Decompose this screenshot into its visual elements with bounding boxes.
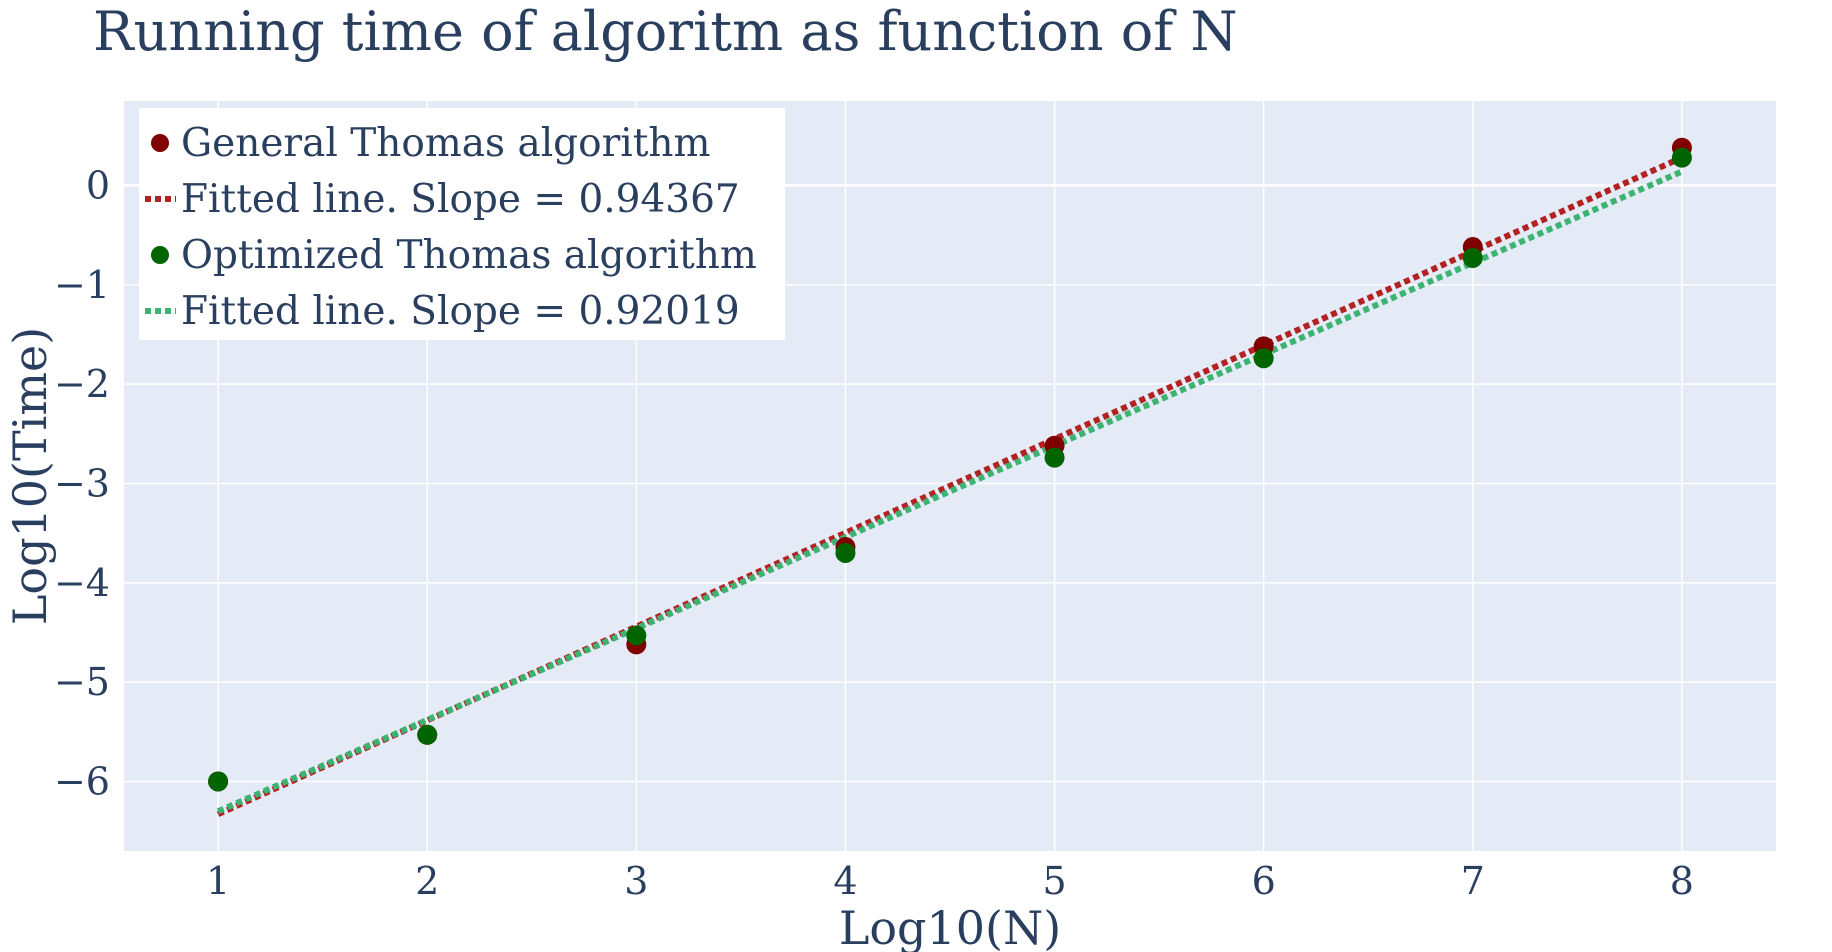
legend-item[interactable]: General Thomas algorithm bbox=[151, 121, 711, 166]
y-tick-label: −6 bbox=[54, 759, 110, 803]
x-tick-label: 2 bbox=[415, 859, 439, 903]
legend-box bbox=[139, 108, 785, 340]
y-tick-label: 0 bbox=[86, 163, 110, 207]
chart-title: Running time of algoritm as function of … bbox=[93, 0, 1238, 63]
data-point-series-2 bbox=[626, 625, 647, 646]
data-point-series-2 bbox=[1253, 348, 1274, 369]
legend-marker-swatch bbox=[151, 134, 169, 152]
y-tick-label: −3 bbox=[54, 461, 110, 505]
x-tick-label: 8 bbox=[1670, 859, 1694, 903]
data-markers bbox=[208, 137, 1692, 792]
data-point-series-2 bbox=[417, 724, 438, 745]
data-point-series-2 bbox=[1462, 247, 1483, 268]
x-tick-label: 7 bbox=[1461, 859, 1485, 903]
x-tick-label: 5 bbox=[1042, 859, 1066, 903]
data-point-series-2 bbox=[208, 771, 229, 792]
legend-item[interactable]: Fitted line. Slope = 0.94367 bbox=[145, 177, 740, 222]
legend-item[interactable]: Fitted line. Slope = 0.92019 bbox=[145, 289, 740, 334]
x-axis-label: Log10(N) bbox=[839, 901, 1061, 952]
x-tick-label: 6 bbox=[1252, 859, 1276, 903]
data-point-series-2 bbox=[1671, 147, 1692, 168]
legend-marker-swatch bbox=[151, 246, 169, 264]
legend-label: General Thomas algorithm bbox=[181, 121, 711, 166]
y-tick-label: −2 bbox=[54, 362, 110, 406]
fitted-lines bbox=[216, 154, 1684, 817]
legend-items: General Thomas algorithm Fitted line. Slo… bbox=[145, 121, 757, 334]
x-tick-label: 4 bbox=[833, 859, 857, 903]
legend-item[interactable]: Optimized Thomas algorithm bbox=[151, 233, 757, 278]
legend-label: Optimized Thomas algorithm bbox=[181, 233, 757, 278]
y-axis-label: Log10(Time) bbox=[3, 327, 57, 625]
legend-label: Fitted line. Slope = 0.94367 bbox=[181, 177, 740, 222]
tick-labels: 1 2 3 4 5 6 7 8 0 −1 −2 −3 −4 −5 −6 bbox=[54, 163, 1694, 903]
legend[interactable]: General Thomas algorithm Fitted line. Slo… bbox=[139, 108, 785, 340]
fitted-line-3 bbox=[216, 168, 1684, 815]
x-tick-label: 1 bbox=[206, 859, 230, 903]
y-tick-label: −1 bbox=[54, 263, 110, 307]
y-tick-label: −4 bbox=[54, 561, 110, 605]
x-tick-label: 3 bbox=[624, 859, 648, 903]
y-tick-label: −5 bbox=[54, 660, 110, 704]
data-point-series-2 bbox=[1044, 447, 1065, 468]
fitted-line-1 bbox=[216, 154, 1684, 817]
data-point-series-2 bbox=[835, 542, 856, 563]
legend-label: Fitted line. Slope = 0.92019 bbox=[181, 289, 740, 334]
